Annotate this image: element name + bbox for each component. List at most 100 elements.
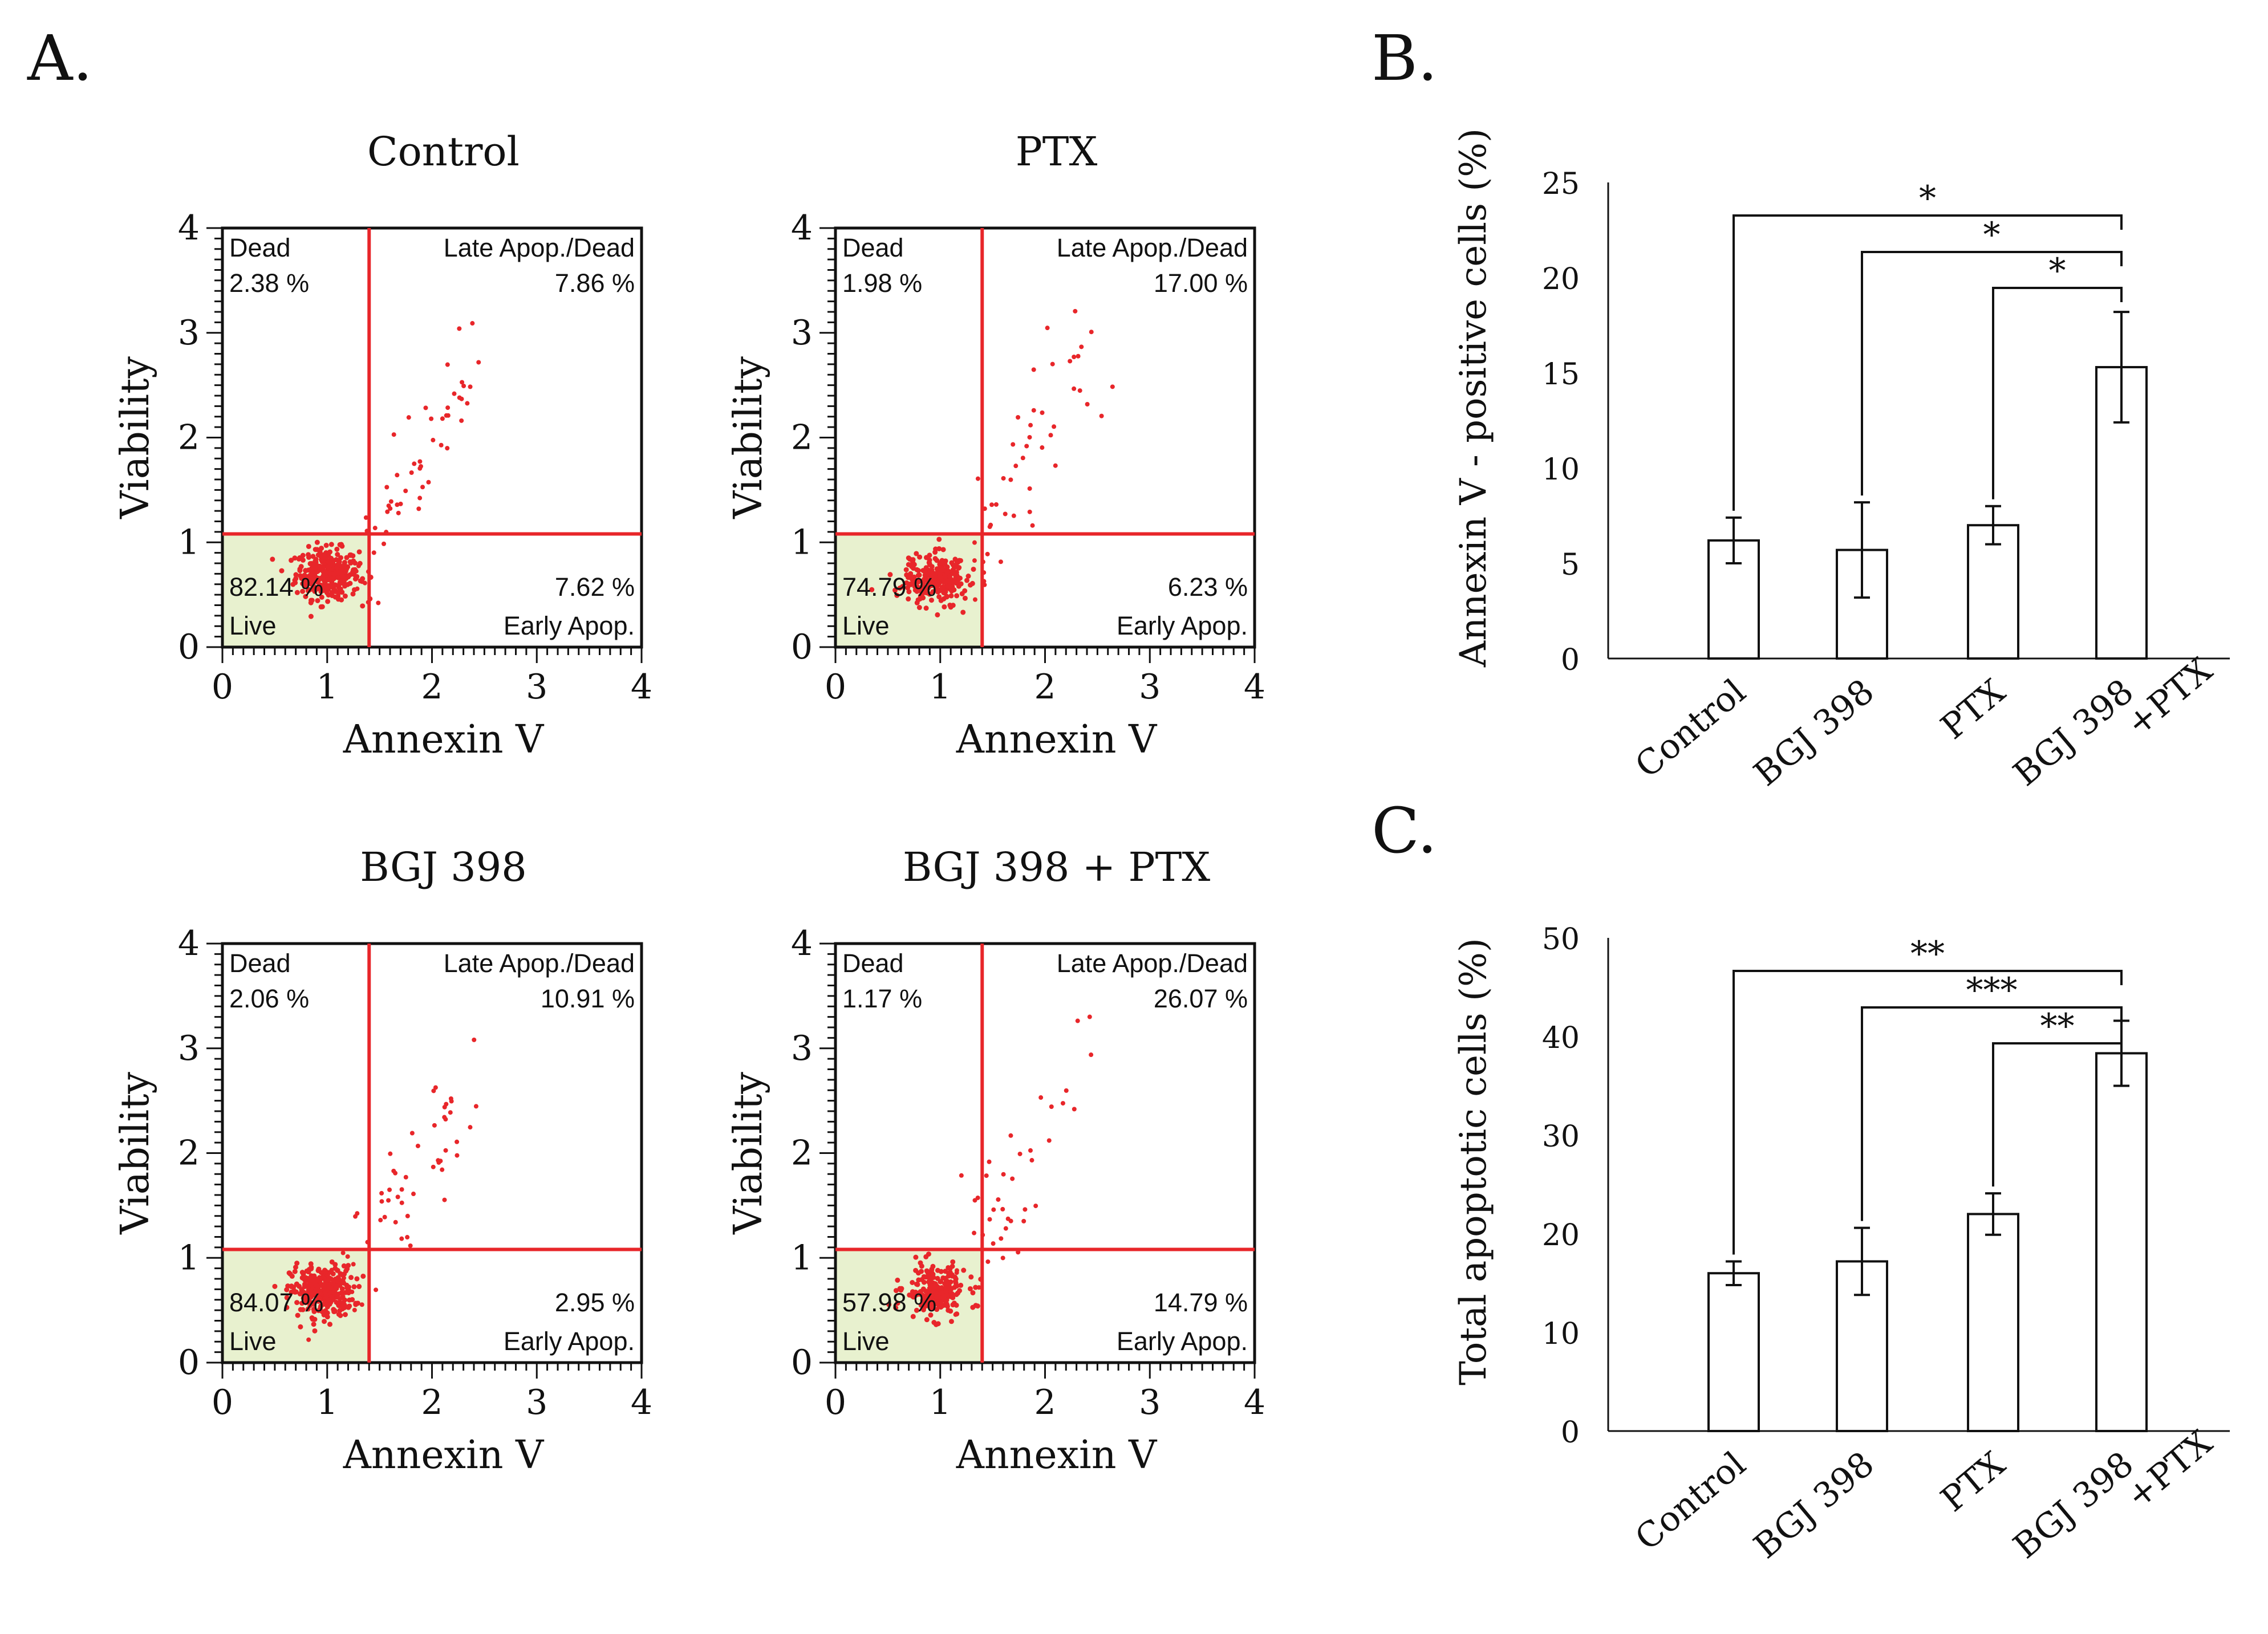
y-tick-label: 0 bbox=[178, 1343, 200, 1383]
scatter-point bbox=[445, 446, 450, 451]
scatter-point bbox=[337, 1308, 343, 1314]
scatter-points bbox=[270, 321, 481, 619]
scatter-point bbox=[406, 415, 411, 420]
y-tick-label: 2 bbox=[791, 1133, 813, 1173]
scatter-point bbox=[345, 1254, 350, 1259]
scatter-point bbox=[386, 503, 391, 509]
scatter-point bbox=[935, 1321, 941, 1327]
scatter-point bbox=[342, 582, 348, 588]
scatter-point bbox=[465, 401, 470, 406]
scatter-point bbox=[334, 546, 340, 552]
scatter-point bbox=[912, 578, 918, 584]
scatter-point bbox=[328, 555, 334, 561]
scatter-point bbox=[408, 1243, 413, 1248]
scatter-point bbox=[1064, 1088, 1069, 1093]
scatter-point bbox=[326, 1297, 331, 1303]
scatter-point bbox=[311, 1322, 317, 1327]
flow-cytometry-plots: Control 0 1 2 3 4 0 1 2 3 4 Annexin V Viability Dead 2… bbox=[113, 128, 1265, 1478]
scatter-point bbox=[388, 499, 393, 504]
scatter-point bbox=[330, 1271, 336, 1277]
scatter-point bbox=[379, 1190, 384, 1196]
scatter-point bbox=[895, 1277, 900, 1283]
scatter-point bbox=[1089, 1052, 1094, 1058]
scatter-point bbox=[399, 1236, 404, 1241]
y-tick-label: 25 bbox=[1542, 167, 1580, 201]
x-tick-label: 1 bbox=[930, 1383, 951, 1422]
significance-bracket bbox=[1861, 1006, 2123, 1221]
scatter-point bbox=[1017, 1151, 1023, 1156]
scatter-point bbox=[284, 1287, 290, 1292]
quadrant-late-value: 7.86 % bbox=[555, 269, 635, 298]
scatter-point bbox=[912, 1289, 918, 1295]
scatter-point bbox=[346, 574, 351, 580]
scatter-point bbox=[395, 473, 400, 478]
category-label: Control bbox=[1628, 672, 1753, 786]
scatter-point bbox=[934, 558, 940, 563]
bar bbox=[1967, 1213, 2019, 1432]
scatter-point bbox=[322, 586, 327, 591]
scatter-point bbox=[324, 1304, 330, 1310]
scatter-point bbox=[1053, 463, 1058, 468]
panel-label-c: C. bbox=[1372, 794, 1437, 867]
scatter-point bbox=[395, 1194, 400, 1200]
scatter-point bbox=[444, 1101, 449, 1107]
scatter-point bbox=[298, 1324, 303, 1330]
category-label-line: PTX bbox=[1933, 672, 2013, 747]
scatter-point bbox=[968, 1274, 974, 1280]
scatter-point bbox=[1011, 442, 1016, 447]
scatter-point bbox=[443, 1148, 448, 1153]
scatter-point bbox=[961, 1267, 967, 1273]
scatter-point bbox=[382, 1214, 387, 1220]
scatter-point bbox=[985, 551, 990, 556]
scatter-point bbox=[984, 1173, 989, 1178]
scatter-point bbox=[311, 1273, 317, 1279]
scatter-point bbox=[387, 1187, 392, 1192]
scatter-point bbox=[906, 596, 911, 602]
scatter-point bbox=[309, 1266, 314, 1271]
scatter-point bbox=[347, 552, 353, 558]
category-label-line: BGJ 398 bbox=[1747, 1444, 1882, 1567]
scatter-point bbox=[985, 1259, 991, 1264]
scatter-point bbox=[887, 572, 893, 578]
scatter-point bbox=[405, 1213, 410, 1218]
scatter-point bbox=[476, 360, 481, 365]
scatter-point bbox=[1050, 361, 1055, 367]
scatter-point bbox=[318, 589, 324, 595]
y-tick-label: 20 bbox=[1542, 262, 1580, 296]
scatter-point bbox=[1073, 308, 1078, 314]
scatter-point bbox=[1029, 1158, 1034, 1163]
scatter-point bbox=[1011, 513, 1016, 518]
y-tick-label: 2 bbox=[791, 418, 813, 458]
scatter-point bbox=[970, 1290, 976, 1296]
y-axis-label: Viability bbox=[726, 356, 771, 519]
y-tick-label: 0 bbox=[1561, 1416, 1580, 1450]
scatter-point bbox=[442, 1197, 447, 1202]
scatter-point bbox=[335, 552, 340, 558]
scatter-point bbox=[943, 1286, 949, 1292]
scatter-point bbox=[973, 1285, 979, 1290]
scatter-point bbox=[991, 1241, 996, 1246]
y-tick-label: 1 bbox=[791, 1238, 813, 1278]
scatter-point bbox=[445, 362, 450, 367]
scatter-point bbox=[919, 579, 925, 584]
x-tick-label: 1 bbox=[317, 1383, 338, 1422]
scatter-point bbox=[318, 1270, 324, 1275]
scatter-point bbox=[935, 612, 940, 617]
scatter-point bbox=[279, 568, 285, 574]
scatter-point bbox=[920, 1286, 926, 1292]
scatter-point bbox=[332, 594, 338, 600]
scatter-point bbox=[910, 1279, 915, 1285]
scatter-point bbox=[322, 1319, 327, 1324]
category-label: Control bbox=[1628, 1444, 1753, 1559]
scatter-point bbox=[303, 568, 309, 574]
scatter-point bbox=[293, 576, 299, 582]
scatter-point bbox=[1076, 353, 1081, 359]
scatter-point bbox=[300, 588, 306, 594]
scatter-point bbox=[431, 1088, 436, 1094]
scatter-point bbox=[444, 413, 449, 418]
scatter-point bbox=[954, 562, 959, 568]
x-tick-label: 4 bbox=[631, 667, 652, 707]
flow-plot-1: PTX 0 1 2 3 4 0 1 2 3 4 Annexin V Viability Dead 1.98 … bbox=[726, 128, 1265, 762]
scatter-point bbox=[952, 577, 957, 583]
quadrant-live-label: Live bbox=[229, 611, 277, 640]
